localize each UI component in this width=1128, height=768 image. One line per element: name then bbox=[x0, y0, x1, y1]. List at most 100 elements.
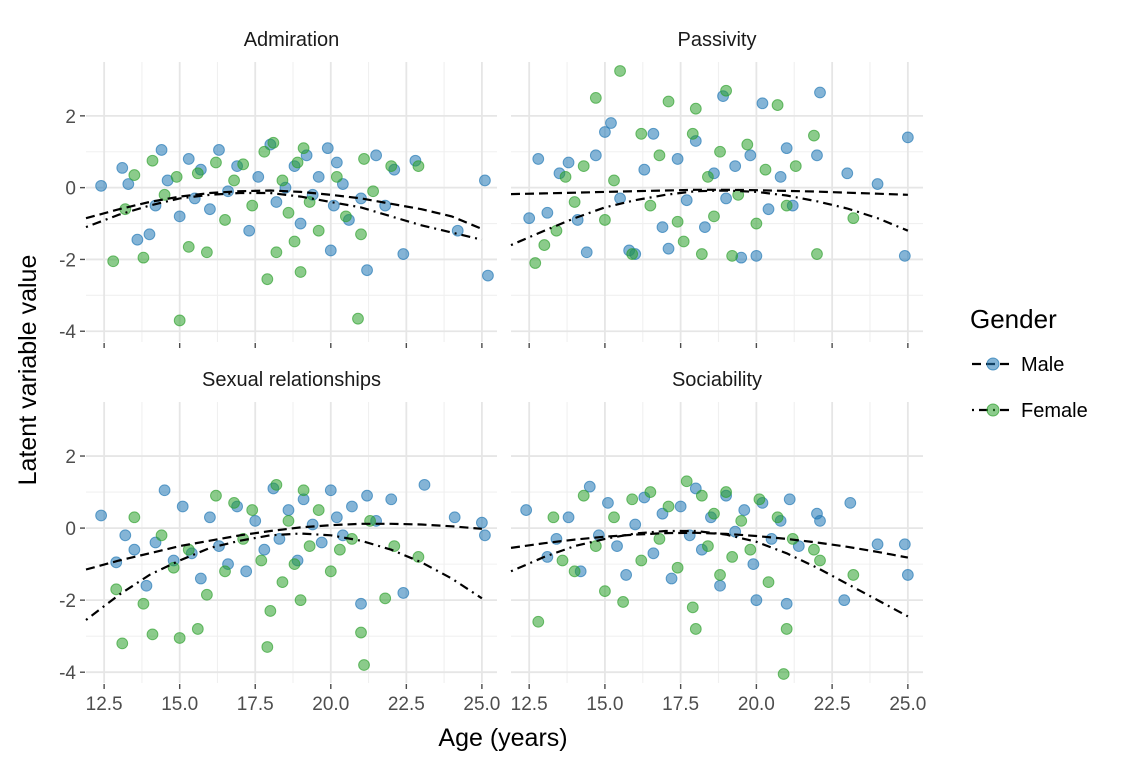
data-point bbox=[814, 86, 826, 99]
data-point bbox=[240, 565, 253, 578]
data-point bbox=[689, 623, 702, 635]
data-point bbox=[750, 594, 763, 607]
data-point bbox=[315, 536, 328, 549]
data-point bbox=[871, 178, 884, 190]
y-tick-label: -4 bbox=[59, 663, 76, 684]
data-point bbox=[237, 158, 250, 171]
data-point bbox=[729, 160, 742, 173]
x-tick-label: 12.5 bbox=[511, 694, 548, 715]
data-point bbox=[644, 199, 657, 212]
data-point bbox=[379, 592, 392, 605]
data-point bbox=[708, 210, 720, 223]
data-point bbox=[243, 224, 256, 237]
data-point bbox=[294, 266, 307, 278]
data-point bbox=[653, 149, 666, 162]
legend-label-male: Male bbox=[1021, 354, 1064, 376]
data-point bbox=[282, 206, 295, 219]
data-point bbox=[550, 224, 563, 237]
data-point bbox=[158, 188, 171, 201]
data-point bbox=[523, 212, 536, 225]
data-point bbox=[568, 196, 581, 208]
data-point bbox=[774, 170, 787, 183]
y-tick-label: -2 bbox=[59, 591, 76, 612]
data-point bbox=[529, 257, 542, 269]
data-point bbox=[122, 178, 135, 190]
panel-title: Admiration bbox=[244, 29, 340, 51]
fit-curve-male bbox=[85, 189, 483, 230]
data-point bbox=[116, 637, 129, 650]
data-point bbox=[110, 583, 123, 596]
data-point bbox=[213, 540, 225, 553]
data-point bbox=[808, 129, 820, 142]
data-point bbox=[599, 126, 611, 138]
legend-label-female: Female bbox=[1021, 400, 1088, 422]
x-tick-label: 20.0 bbox=[738, 694, 775, 715]
data-point bbox=[605, 117, 617, 129]
data-point bbox=[671, 561, 684, 574]
data-point bbox=[720, 84, 732, 97]
data-point bbox=[330, 170, 343, 183]
data-point bbox=[674, 500, 687, 513]
data-point bbox=[219, 565, 231, 578]
data-point bbox=[662, 95, 675, 108]
data-point bbox=[771, 99, 784, 111]
data-point bbox=[291, 156, 304, 169]
data-point bbox=[107, 255, 120, 268]
x-tick-label: 22.5 bbox=[388, 694, 425, 715]
data-point bbox=[750, 217, 763, 230]
x-tick-label: 25.0 bbox=[889, 694, 926, 715]
series-male bbox=[523, 86, 914, 264]
data-point bbox=[475, 516, 488, 529]
data-point bbox=[629, 518, 642, 531]
data-point bbox=[614, 65, 626, 77]
data-point bbox=[680, 194, 693, 207]
data-point bbox=[358, 153, 370, 165]
data-point bbox=[252, 170, 265, 183]
data-point bbox=[635, 554, 648, 567]
data-point bbox=[844, 496, 857, 509]
data-point bbox=[547, 511, 560, 524]
data-point bbox=[397, 587, 410, 599]
data-point bbox=[556, 554, 569, 567]
axes-layer: 2 0 -2 -4 12.5 15.0 17.5 20.0 22.5 25.0 2 0 -2 -4 12.5… bbox=[59, 107, 926, 715]
x-tick-label: 15.0 bbox=[586, 694, 623, 715]
data-point bbox=[321, 142, 334, 155]
legend-key-male-point bbox=[986, 357, 1000, 371]
x-tick-label: 22.5 bbox=[814, 694, 851, 715]
data-point bbox=[270, 246, 283, 259]
data-point bbox=[128, 543, 141, 556]
data-point bbox=[714, 579, 726, 592]
data-point bbox=[580, 246, 593, 259]
data-point bbox=[370, 149, 383, 162]
data-point bbox=[270, 478, 283, 491]
data-point bbox=[352, 312, 364, 325]
y-axis-title: Latent variable value bbox=[14, 255, 42, 486]
data-point bbox=[327, 199, 340, 212]
data-point bbox=[686, 601, 699, 614]
data-point bbox=[644, 486, 657, 498]
data-point bbox=[146, 154, 159, 167]
x-tick-label: 25.0 bbox=[463, 694, 500, 715]
data-point bbox=[720, 486, 732, 498]
data-point bbox=[116, 161, 129, 174]
data-point bbox=[617, 596, 629, 608]
fit-curve-female bbox=[85, 532, 483, 621]
data-point bbox=[783, 493, 796, 506]
panel-grid bbox=[511, 402, 923, 683]
data-point bbox=[532, 615, 545, 628]
series-female bbox=[529, 65, 860, 269]
data-point bbox=[708, 507, 720, 520]
x-tick-label: 12.5 bbox=[86, 694, 123, 715]
data-point bbox=[656, 221, 669, 234]
x-tick-label: 17.5 bbox=[237, 694, 274, 715]
data-point bbox=[638, 163, 651, 176]
data-point bbox=[901, 569, 914, 581]
data-point bbox=[771, 511, 784, 524]
panel-title: Passivity bbox=[678, 29, 757, 51]
data-point bbox=[367, 185, 379, 198]
data-point bbox=[847, 212, 860, 225]
series-female bbox=[110, 478, 425, 671]
data-point bbox=[397, 248, 410, 260]
data-point bbox=[176, 500, 189, 513]
data-point bbox=[620, 569, 633, 581]
